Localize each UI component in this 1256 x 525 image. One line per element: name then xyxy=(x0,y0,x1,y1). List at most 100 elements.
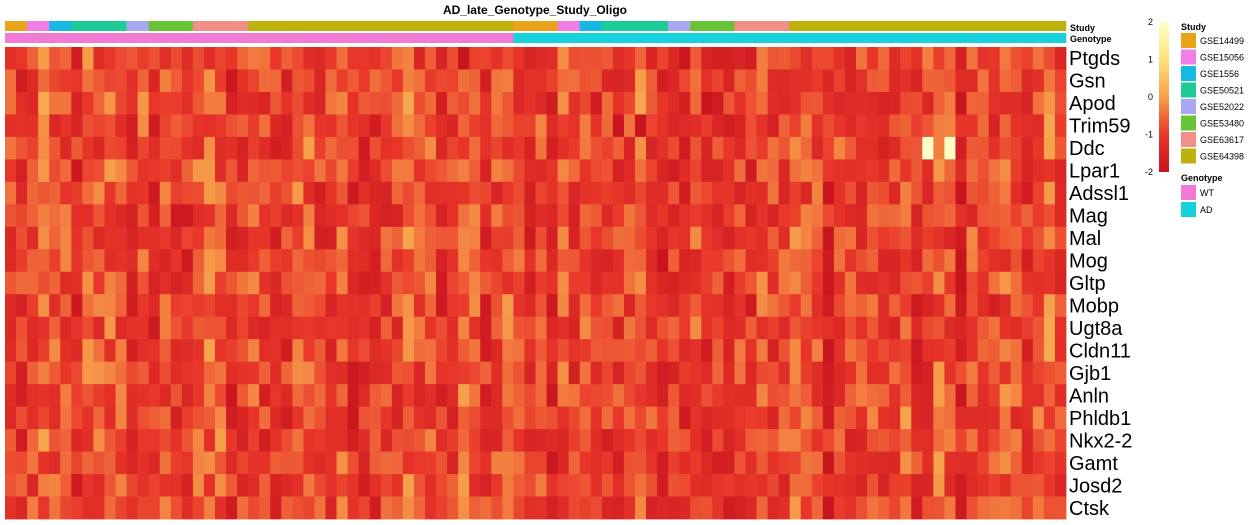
heatmap-cell xyxy=(900,429,911,452)
heatmap-cell xyxy=(812,294,823,317)
heatmap-cell xyxy=(779,407,790,430)
heatmap-cell xyxy=(127,362,138,385)
heatmap-cell xyxy=(414,362,425,385)
heatmap-cell xyxy=(867,114,878,137)
heatmap-cell xyxy=(845,159,856,182)
heatmap-cell xyxy=(1033,92,1044,115)
heatmap-cell xyxy=(701,429,712,452)
heatmap-cell xyxy=(635,182,646,205)
heatmap-cell xyxy=(480,69,491,92)
heatmap-cell xyxy=(712,384,723,407)
heatmap-cell xyxy=(967,429,978,452)
heatmap-cell xyxy=(71,474,82,497)
heatmap-cell xyxy=(768,429,779,452)
heatmap-cell xyxy=(734,47,745,70)
heatmap-cell xyxy=(657,69,668,92)
heatmap-cell xyxy=(182,362,193,385)
heatmap-cell xyxy=(1022,317,1033,340)
heatmap-cell xyxy=(657,339,668,362)
heatmap-cell xyxy=(16,47,27,70)
heatmap-cell xyxy=(5,137,16,160)
heatmap-cell xyxy=(1044,497,1055,520)
heatmap-cell xyxy=(845,452,856,475)
heatmap-cell xyxy=(613,182,624,205)
heatmap-cell xyxy=(900,474,911,497)
heatmap-cell xyxy=(933,137,944,160)
heatmap-cell xyxy=(82,114,93,137)
heatmap-cell xyxy=(845,227,856,250)
heatmap-cell xyxy=(701,474,712,497)
heatmap-cell xyxy=(812,272,823,295)
heatmap-cell xyxy=(1044,294,1055,317)
chart-title: AD_late_Genotype_Study_Oligo xyxy=(443,3,627,17)
heatmap-cell xyxy=(513,114,524,137)
heatmap-cell xyxy=(1022,474,1033,497)
heatmap-cell xyxy=(701,317,712,340)
heatmap-cell xyxy=(314,474,325,497)
heatmap-cell xyxy=(1011,159,1022,182)
heatmap-cell xyxy=(93,249,104,272)
heatmap-cell xyxy=(38,272,49,295)
heatmap-cell xyxy=(1055,429,1066,452)
heatmap-cell xyxy=(679,92,690,115)
heatmap-cell xyxy=(171,317,182,340)
gene-label-nkx2-2: Nkx2-2 xyxy=(1069,430,1132,452)
heatmap-cell xyxy=(889,227,900,250)
heatmap-cell xyxy=(745,204,756,227)
heatmap-cell xyxy=(215,204,226,227)
heatmap-cell xyxy=(657,137,668,160)
heatmap-cell xyxy=(922,137,933,160)
heatmap-cell xyxy=(944,47,955,70)
heatmap-cell xyxy=(801,384,812,407)
heatmap-cell xyxy=(281,339,292,362)
heatmap-cell xyxy=(138,429,149,452)
color-scale-legend: 210-1-2 xyxy=(1145,17,1169,177)
heatmap-cell xyxy=(624,497,635,520)
heatmap-cell xyxy=(370,497,381,520)
heatmap-cell xyxy=(569,452,580,475)
heatmap-cell xyxy=(403,362,414,385)
heatmap-cell xyxy=(602,182,613,205)
genotype-track-label: Genotype xyxy=(1070,34,1112,44)
heatmap-cell xyxy=(337,384,348,407)
heatmap-cell xyxy=(723,474,734,497)
heatmap-cell xyxy=(757,137,768,160)
heatmap-cell xyxy=(182,294,193,317)
heatmap-cell xyxy=(757,452,768,475)
heatmap-cell xyxy=(348,452,359,475)
heatmap-cell xyxy=(845,407,856,430)
heatmap-cell xyxy=(49,272,60,295)
heatmap-cell xyxy=(757,317,768,340)
heatmap-cell xyxy=(104,182,115,205)
heatmap-cell xyxy=(127,47,138,70)
heatmap-cell xyxy=(259,362,270,385)
heatmap-cell xyxy=(491,69,502,92)
heatmap-cell xyxy=(679,249,690,272)
heatmap-cell xyxy=(779,384,790,407)
heatmap-cell xyxy=(348,407,359,430)
heatmap-cell xyxy=(204,69,215,92)
heatmap-cell xyxy=(348,497,359,520)
heatmap-cell xyxy=(491,249,502,272)
heatmap-cell xyxy=(337,362,348,385)
heatmap-cell xyxy=(1044,339,1055,362)
heatmap-cell xyxy=(635,362,646,385)
heatmap-cell xyxy=(425,137,436,160)
heatmap-cell xyxy=(160,407,171,430)
heatmap-cell xyxy=(138,497,149,520)
heatmap-cell xyxy=(558,182,569,205)
heatmap-cell xyxy=(370,47,381,70)
heatmap-cell xyxy=(502,294,513,317)
heatmap-cell xyxy=(955,182,966,205)
heatmap-cell xyxy=(701,69,712,92)
heatmap-cell xyxy=(303,249,314,272)
heatmap-cell xyxy=(160,452,171,475)
heatmap-cell xyxy=(922,452,933,475)
heatmap-cell xyxy=(768,92,779,115)
heatmap-cell xyxy=(856,339,867,362)
heatmap-cell xyxy=(248,227,259,250)
heatmap-cell xyxy=(513,159,524,182)
heatmap-cell xyxy=(27,474,38,497)
heatmap-cell xyxy=(1044,384,1055,407)
heatmap-cell xyxy=(1022,92,1033,115)
